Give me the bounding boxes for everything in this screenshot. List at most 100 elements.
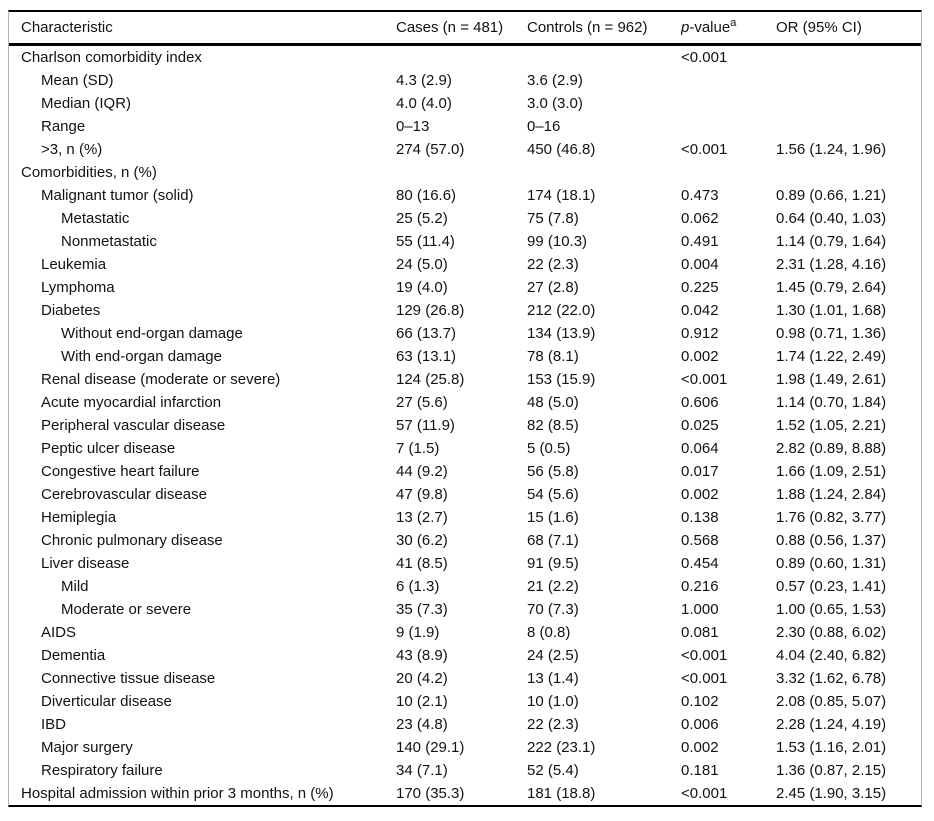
row-characteristic-label: Peripheral vascular disease (41, 417, 226, 434)
col-header-pvalue: p-valuea (681, 12, 776, 46)
cell-pvalue: 0.216 (681, 578, 719, 595)
row-characteristic-label: Moderate or severe (61, 601, 192, 618)
cell-cases: 35 (7.3) (396, 601, 448, 618)
cell-cases: 57 (11.9) (396, 417, 455, 434)
table-row: Without end-organ damage 66 (13.7) 134 (… (9, 322, 921, 345)
cell-controls: 0–16 (527, 118, 561, 135)
cell-controls: 52 (5.4) (527, 762, 579, 779)
row-characteristic-label: Without end-organ damage (61, 325, 243, 342)
col-header-cases: Cases (n = 481) (396, 12, 527, 46)
cell-cases: 7 (1.5) (396, 440, 440, 457)
cell-cases: 27 (5.6) (396, 394, 448, 411)
cell-or: 2.31 (1.28, 4.16) (776, 256, 887, 273)
comorbidity-table-figure: Characteristic Cases (n = 481) Controls … (8, 10, 922, 807)
table-body: Charlson comorbidity index <0.001 Mean (… (9, 45, 921, 806)
table-row: Charlson comorbidity index <0.001 (9, 45, 921, 70)
cell-pvalue: <0.001 (681, 670, 728, 687)
row-characteristic-label: Malignant tumor (solid) (41, 187, 194, 204)
cell-cases: 66 (13.7) (396, 325, 457, 342)
row-characteristic-label: Diabetes (41, 302, 101, 319)
cell-cases: 4.3 (2.9) (396, 72, 452, 89)
cell-controls: 75 (7.8) (527, 210, 579, 227)
cell-or: 2.45 (1.90, 3.15) (776, 785, 887, 802)
cell-controls: 222 (23.1) (527, 739, 596, 756)
cell-cases: 124 (25.8) (396, 371, 465, 388)
table-row: Respiratory failure 34 (7.1) 52 (5.4) 0.… (9, 759, 921, 782)
cell-cases: 24 (5.0) (396, 256, 448, 273)
row-characteristic-label: Metastatic (61, 210, 130, 227)
cell-or (776, 92, 921, 115)
cell-controls: 13 (1.4) (527, 670, 579, 687)
row-characteristic-label: Liver disease (41, 555, 130, 572)
row-characteristic-label: Diverticular disease (41, 693, 172, 710)
cell-pvalue: 0.025 (681, 417, 719, 434)
table-row: Acute myocardial infarction 27 (5.6) 48 … (9, 391, 921, 414)
cell-cases: 43 (8.9) (396, 647, 448, 664)
cell-pvalue: 0.454 (681, 555, 719, 572)
row-characteristic-label: Peptic ulcer disease (41, 440, 176, 457)
cell-pvalue: <0.001 (681, 785, 728, 802)
cell-or: 1.88 (1.24, 2.84) (776, 486, 887, 503)
cell-pvalue: <0.001 (681, 49, 728, 66)
cell-controls: 24 (2.5) (527, 647, 579, 664)
cell-or: 1.30 (1.01, 1.68) (776, 302, 887, 319)
cell-cases: 44 (9.2) (396, 463, 448, 480)
cell-controls: 134 (13.9) (527, 325, 596, 342)
row-characteristic-label: Dementia (41, 647, 106, 664)
row-characteristic-label: Leukemia (41, 256, 107, 273)
cell-pvalue: 0.225 (681, 279, 719, 296)
cell-or: 1.53 (1.16, 2.01) (776, 739, 887, 756)
row-characteristic-label: Renal disease (moderate or severe) (41, 371, 281, 388)
table-row: Congestive heart failure 44 (9.2) 56 (5.… (9, 460, 921, 483)
cell-cases: 10 (2.1) (396, 693, 448, 710)
cell-cases: 19 (4.0) (396, 279, 448, 296)
cell-cases: 34 (7.1) (396, 762, 448, 779)
cell-controls: 174 (18.1) (527, 187, 596, 204)
cell-pvalue: 0.912 (681, 325, 719, 342)
table-row: Connective tissue disease 20 (4.2) 13 (1… (9, 667, 921, 690)
row-characteristic-label: >3, n (%) (41, 141, 103, 158)
row-characteristic-label: Hospital admission within prior 3 months… (21, 785, 334, 802)
cell-controls: 3.0 (3.0) (527, 95, 583, 112)
cell-or (776, 45, 921, 70)
table-row: Major surgery 140 (29.1) 222 (23.1) 0.00… (9, 736, 921, 759)
cell-controls: 22 (2.3) (527, 716, 579, 733)
table-row: Diverticular disease 10 (2.1) 10 (1.0) 0… (9, 690, 921, 713)
cell-or: 3.32 (1.62, 6.78) (776, 670, 887, 687)
cell-pvalue: 0.491 (681, 233, 719, 250)
row-characteristic-label: Congestive heart failure (41, 463, 200, 480)
table-row: Hospital admission within prior 3 months… (9, 782, 921, 805)
table-row: AIDS 9 (1.9) 8 (0.8) 0.081 2.30 (0.88, 6… (9, 621, 921, 644)
cell-pvalue: 0.568 (681, 532, 719, 549)
row-characteristic-label: Major surgery (41, 739, 133, 756)
cell-or: 4.04 (2.40, 6.82) (776, 647, 887, 664)
cell-controls: 78 (8.1) (527, 348, 579, 365)
cell-pvalue: 0.473 (681, 187, 719, 204)
cell-controls: 56 (5.8) (527, 463, 579, 480)
cell-pvalue (681, 69, 776, 92)
pvalue-header-italic-p: p (681, 19, 690, 36)
cell-controls: 181 (18.8) (527, 785, 596, 802)
cell-controls: 91 (9.5) (527, 555, 579, 572)
cell-cases: 80 (16.6) (396, 187, 457, 204)
table-row: Median (IQR) 4.0 (4.0) 3.0 (3.0) (9, 92, 921, 115)
cell-pvalue: 0.042 (681, 302, 719, 319)
cell-controls: 54 (5.6) (527, 486, 579, 503)
cell-pvalue: 0.081 (681, 624, 719, 641)
cell-cases: 4.0 (4.0) (396, 95, 452, 112)
cell-pvalue: 0.181 (681, 762, 719, 779)
cell-pvalue: <0.001 (681, 371, 728, 388)
cell-controls: 10 (1.0) (527, 693, 579, 710)
cell-cases: 13 (2.7) (396, 509, 448, 526)
cell-controls: 153 (15.9) (527, 371, 596, 388)
cell-pvalue: 0.138 (681, 509, 719, 526)
row-characteristic-label: Range (41, 118, 86, 135)
row-characteristic-label: Chronic pulmonary disease (41, 532, 223, 549)
table-row: With end-organ damage 63 (13.1) 78 (8.1)… (9, 345, 921, 368)
cell-or: 0.89 (0.60, 1.31) (776, 555, 887, 572)
cell-or: 1.14 (0.70, 1.84) (776, 394, 887, 411)
cell-controls: 5 (0.5) (527, 440, 571, 457)
row-characteristic-label: Nonmetastatic (61, 233, 157, 250)
cell-pvalue: 0.064 (681, 440, 719, 457)
table-row: Leukemia 24 (5.0) 22 (2.3) 0.004 2.31 (1… (9, 253, 921, 276)
